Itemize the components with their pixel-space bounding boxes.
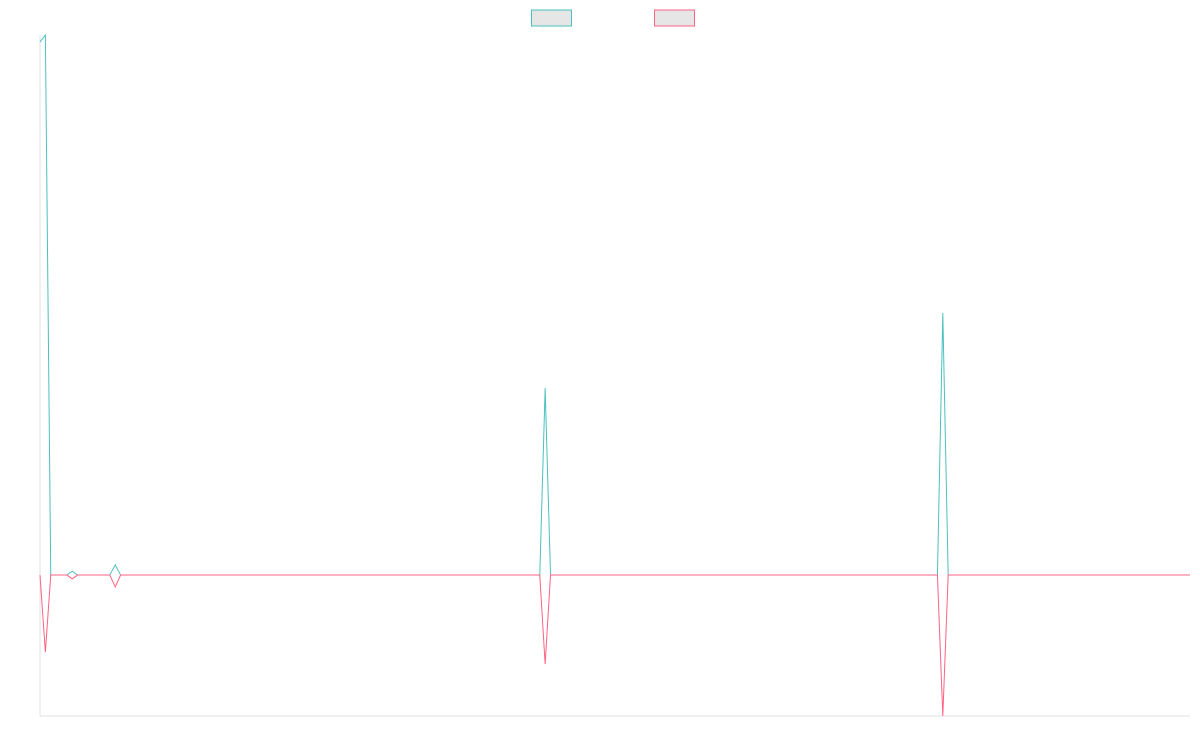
legend-swatch (654, 9, 695, 27)
series-line (39, 33, 1190, 576)
series-line (39, 574, 1190, 717)
legend-swatch (531, 9, 572, 27)
